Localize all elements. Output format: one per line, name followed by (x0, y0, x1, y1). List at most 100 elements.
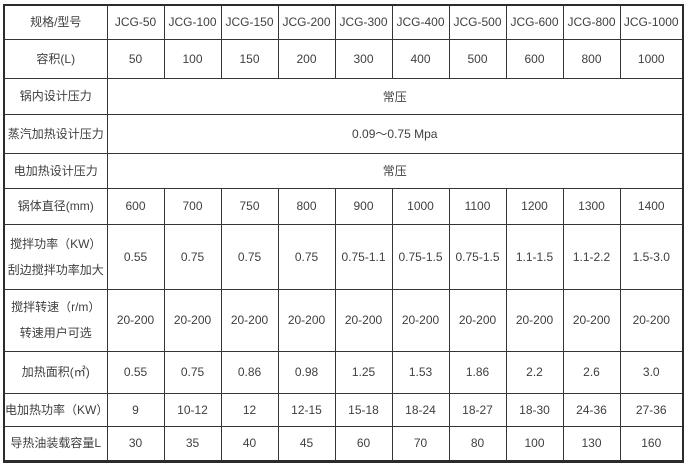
value-cell: 60 (334, 425, 393, 462)
spec-table: 规格/型号 JCG-50 JCG-100 JCG-150 JCG-200 JCG-300 J… (3, 4, 684, 463)
model-header-cell: JCG-1000 (619, 4, 684, 40)
value-cell: 20-200 (448, 288, 507, 352)
value-cell: 9 (106, 392, 165, 427)
value-cell: 20-200 (163, 288, 222, 352)
row-label-line: 刮边搅拌功率加大 (7, 262, 104, 277)
value-cell: 200 (277, 38, 336, 79)
value-cell: 900 (334, 187, 393, 225)
value-cell: 1.86 (448, 350, 507, 394)
model-header-cell: JCG-500 (448, 4, 507, 40)
value-cell: 150 (220, 38, 279, 79)
value-cell: 100 (163, 38, 222, 79)
value-cell: 20-200 (619, 288, 684, 352)
row-label-line: 加热面积(㎡) (21, 365, 90, 379)
value-cell: 0.75 (163, 223, 222, 290)
table-row: 搅拌功率（KW） 刮边搅拌功率加大 0.55 0.75 0.75 0.75 0.75-1.1… (3, 223, 684, 290)
value-cell: 0.75-1.5 (448, 223, 507, 290)
table-row: 搅拌转速（r/m） 转速用户可选 20-200 20-200 20-200 20-200 2… (3, 288, 684, 352)
value-cell: 800 (562, 38, 621, 79)
value-cell: 1.1-1.5 (505, 223, 564, 290)
value-cell: 1000 (391, 187, 450, 225)
value-cell: 20-200 (391, 288, 450, 352)
value-cell: 0.98 (277, 350, 336, 394)
value-cell: 0.86 (220, 350, 279, 394)
value-cell: 20-200 (277, 288, 336, 352)
row-label: 锅内设计压力 (3, 77, 108, 115)
table-row: 电加热功率（KW） 9 10-12 12 12-15 15-18 18-24 18-27 18-… (3, 392, 684, 427)
row-label: 蒸汽加热设计压力 (3, 113, 108, 154)
value-cell: 20-200 (505, 288, 564, 352)
row-label: 容积(L) (3, 38, 108, 79)
row-label-line: 锅体直径(mm) (17, 199, 94, 213)
row-label-line: 搅拌转速（r/m） (11, 300, 101, 314)
value-cell: 80 (448, 425, 507, 462)
model-header-cell: JCG-150 (220, 4, 279, 40)
value-cell: 1200 (505, 187, 564, 225)
value-cell: 750 (220, 187, 279, 225)
value-cell: 1.1-2.2 (562, 223, 621, 290)
value-cell: 20-200 (106, 288, 165, 352)
table-row: 锅体直径(mm) 600 700 750 800 900 1000 1100 1200 1300 1… (3, 187, 684, 225)
row-label-line: 电加热功率（KW） (5, 402, 107, 417)
value-cell: 24-36 (562, 392, 621, 427)
model-header-cell: JCG-300 (334, 4, 393, 40)
table-row: 容积(L) 50 100 150 200 300 400 500 600 800 1000 (3, 38, 684, 79)
value-cell: 500 (448, 38, 507, 79)
value-cell: 0.55 (106, 350, 165, 394)
value-cell: 18-27 (448, 392, 507, 427)
value-cell: 45 (277, 425, 336, 462)
spec-table-body: 规格/型号 JCG-50 JCG-100 JCG-150 JCG-200 JCG-300 J… (3, 4, 684, 462)
table-row: 锅内设计压力 常压 (3, 77, 684, 115)
value-cell: 30 (106, 425, 165, 462)
row-label-line: 导热油装载容量L (10, 436, 102, 450)
value-cell: 1.5-3.0 (619, 223, 684, 290)
value-cell: 18-24 (391, 392, 450, 427)
value-cell: 1400 (619, 187, 684, 225)
value-cell: 15-18 (334, 392, 393, 427)
value-cell: 18-30 (505, 392, 564, 427)
model-header-cell: JCG-800 (562, 4, 621, 40)
value-cell: 700 (163, 187, 222, 225)
value-cell: 130 (562, 425, 621, 462)
value-cell: 20-200 (220, 288, 279, 352)
model-header-cell: JCG-600 (505, 4, 564, 40)
value-cell: 1300 (562, 187, 621, 225)
model-header-cell: JCG-400 (391, 4, 450, 40)
value-cell: 600 (505, 38, 564, 79)
row-label-line: 转速用户可选 (19, 326, 92, 340)
row-label: 搅拌功率（KW） 刮边搅拌功率加大 (3, 223, 108, 290)
value-cell: 3.0 (619, 350, 684, 394)
value-cell: 1.25 (334, 350, 393, 394)
value-cell: 40 (220, 425, 279, 462)
value-cell: 160 (619, 425, 684, 462)
model-header-cell: JCG-100 (163, 4, 222, 40)
value-cell: 1100 (448, 187, 507, 225)
value-cell: 20-200 (562, 288, 621, 352)
value-cell: 1000 (619, 38, 684, 79)
table-row: 导热油装载容量L 30 35 40 45 60 70 80 100 130 160 (3, 425, 684, 462)
table-row: 加热面积(㎡) 0.55 0.75 0.86 0.98 1.25 1.53 1.86 2.2 2.… (3, 350, 684, 394)
row-label-line: 搅拌功率（KW） (10, 236, 102, 251)
value-cell: 1.53 (391, 350, 450, 394)
row-label: 搅拌转速（r/m） 转速用户可选 (3, 288, 108, 352)
value-cell: 10-12 (163, 392, 222, 427)
row-label: 电加热功率（KW） (3, 392, 108, 427)
value-cell: 2.6 (562, 350, 621, 394)
row-label: 锅体直径(mm) (3, 187, 108, 225)
row-label: 规格/型号 (3, 4, 108, 40)
value-cell: 100 (505, 425, 564, 462)
value-cell: 70 (391, 425, 450, 462)
merged-value-cell: 常压 (106, 77, 684, 115)
row-label: 导热油装载容量L (3, 425, 108, 462)
value-cell: 0.75 (277, 223, 336, 290)
merged-value-cell: 常压 (106, 152, 684, 189)
row-label: 电加热设计压力 (3, 152, 108, 189)
model-header-cell: JCG-50 (106, 4, 165, 40)
table-row: 蒸汽加热设计压力 0.09～0.75 Mpa (3, 113, 684, 154)
value-cell: 12 (220, 392, 279, 427)
row-label-line: 锅内设计压力 (19, 89, 92, 103)
value-cell: 27-36 (619, 392, 684, 427)
row-label-line: 规格/型号 (30, 15, 82, 30)
row-label: 加热面积(㎡) (3, 350, 108, 394)
value-cell: 0.75 (220, 223, 279, 290)
